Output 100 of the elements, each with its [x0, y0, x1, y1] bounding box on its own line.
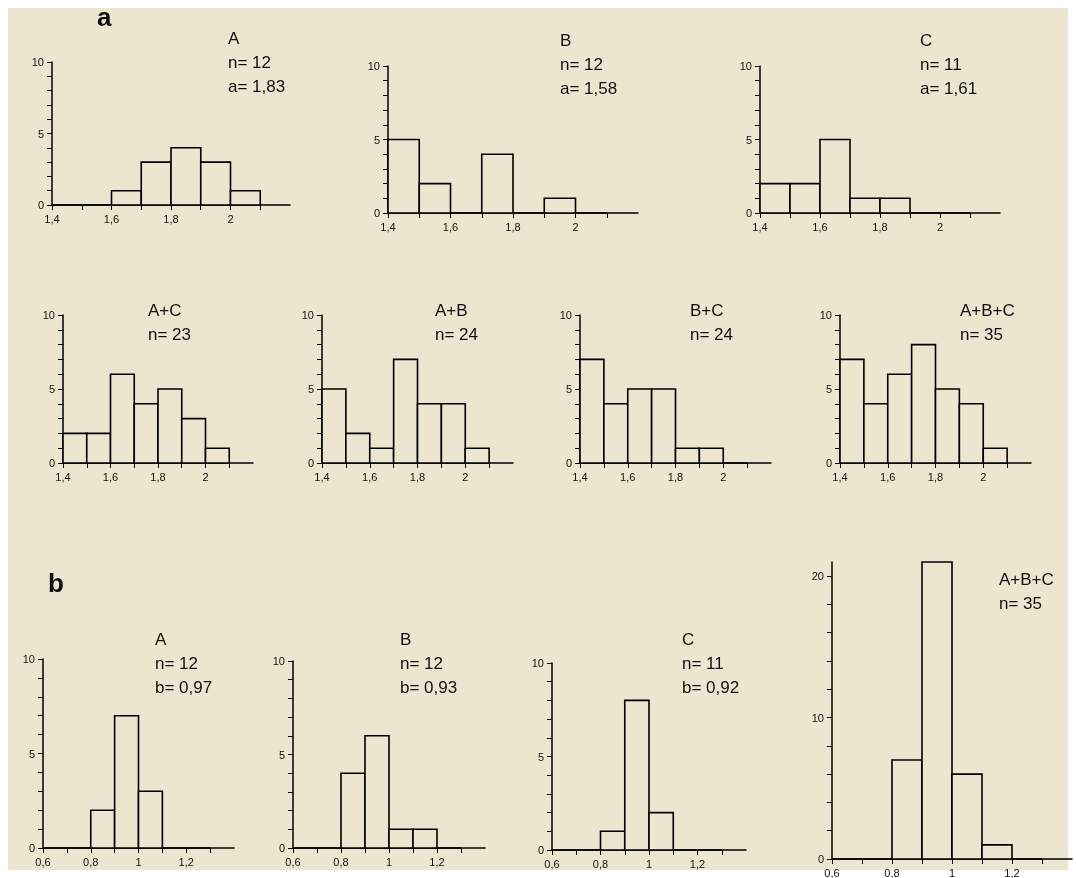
chart-title: C: [682, 630, 695, 649]
annotation: b= 0,97: [155, 678, 213, 697]
x-tick-label: 1,2: [689, 857, 706, 870]
x-tick-label: 2: [227, 212, 234, 225]
annotation: b= 0,93: [400, 678, 458, 697]
y-tick-label: 5: [565, 383, 572, 395]
annotation: n= 11: [920, 55, 962, 74]
x-tick-label: 0,8: [83, 855, 99, 868]
x-tick-label: 0,6: [824, 866, 840, 878]
x-tick-label: 0,6: [35, 855, 51, 868]
y-tick-label: 10: [739, 60, 752, 72]
text: A+B+C: [999, 570, 1054, 589]
x-tick-label: 1,8: [150, 470, 166, 483]
y-tick-label: 10: [272, 655, 285, 667]
annotation: n= 12: [228, 53, 272, 72]
x-tick-label: 1: [948, 866, 956, 878]
y-tick-label: 5: [825, 383, 832, 395]
x-tick-label: 1,8: [667, 470, 684, 483]
y-tick-label: 10: [301, 309, 314, 321]
x-tick-label: 0,8: [884, 866, 900, 878]
chart-title: A: [228, 29, 240, 48]
y-tick-label: 0: [565, 457, 572, 469]
annotation: n= 11: [682, 654, 724, 673]
x-tick-label: 1,8: [409, 470, 426, 483]
x-tick-label: 1,6: [620, 470, 636, 483]
x-tick-label: 1,6: [102, 470, 119, 483]
y-tick-label: 0: [278, 842, 285, 854]
annotation: n= 12: [400, 654, 444, 673]
x-tick-label: 0,6: [285, 855, 301, 868]
annotation: a= 1,58: [560, 79, 618, 98]
y-tick-label: 10: [22, 653, 35, 665]
x-tick-label: 1,6: [362, 470, 378, 483]
y-tick-label: 0: [37, 199, 44, 211]
y-tick-label: 10: [811, 711, 824, 724]
x-tick-label: 2: [572, 220, 579, 233]
chart-title: A+C: [148, 301, 182, 320]
y-tick-label: 0: [48, 457, 55, 469]
x-tick-label: 1,2: [178, 855, 194, 868]
annotation: a= 1,61: [920, 79, 978, 98]
x-tick-label: 1,6: [812, 220, 828, 233]
y-tick-label: 10: [42, 309, 55, 321]
x-tick-label: 1,4: [314, 470, 330, 483]
x-tick-label: 1,8: [505, 220, 521, 233]
y-tick-label: 10: [819, 309, 832, 321]
y-tick-label: 5: [537, 750, 544, 763]
y-tick-label: 5: [28, 747, 35, 760]
x-tick-label: 1,4: [380, 220, 396, 233]
y-tick-label: 0: [817, 853, 824, 865]
annotation: a= 1,83: [228, 77, 286, 96]
x-tick-label: 1: [385, 855, 393, 868]
text: a: [97, 2, 112, 32]
x-tick-label: 2: [980, 470, 987, 483]
annotation: n= 12: [560, 55, 604, 74]
x-tick-label: 1,8: [163, 212, 179, 225]
annotation: n= 23: [148, 325, 192, 344]
x-tick-label: 2: [720, 470, 727, 483]
y-tick-label: 5: [373, 133, 380, 146]
x-tick-label: 1,4: [572, 470, 588, 483]
text: b: [48, 568, 64, 598]
y-tick-label: 5: [278, 748, 285, 761]
x-tick-label: 1,2: [429, 855, 445, 868]
y-tick-label: 5: [37, 127, 44, 140]
chart-title: B: [560, 31, 572, 50]
y-tick-label: 5: [48, 383, 55, 395]
y-tick-label: 10: [31, 56, 44, 68]
y-tick-label: 0: [537, 844, 544, 856]
y-tick-label: 20: [811, 570, 824, 583]
x-tick-label: 1,6: [103, 212, 120, 225]
x-tick-label: 1: [645, 857, 653, 870]
chart-title: B+C: [690, 301, 724, 320]
chart-title: C: [920, 31, 933, 50]
x-tick-label: 2: [462, 470, 469, 483]
y-tick-label: 5: [307, 383, 314, 395]
x-tick-label: 0,8: [333, 855, 349, 868]
annotation: n= 35: [999, 594, 1043, 613]
x-tick-label: 1,6: [880, 470, 896, 483]
x-tick-label: 0,8: [592, 857, 609, 870]
y-tick-label: 0: [307, 457, 314, 469]
annotation: n= 35: [960, 325, 1004, 344]
chart-title: A+B+C: [960, 301, 1015, 320]
y-tick-label: 0: [825, 457, 832, 469]
x-tick-label: 1,4: [832, 470, 848, 483]
y-tick-label: 10: [559, 309, 572, 321]
y-tick-label: 0: [28, 842, 35, 854]
x-tick-label: 0,6: [544, 857, 560, 870]
x-tick-label: 1,4: [55, 470, 71, 483]
y-tick-label: 0: [373, 207, 380, 219]
y-tick-label: 0: [745, 207, 752, 219]
x-tick-label: 1,8: [872, 220, 888, 233]
y-tick-label: 10: [367, 60, 380, 72]
x-tick-label: 2: [202, 470, 209, 483]
y-tick-label: 5: [745, 133, 752, 146]
annotation: n= 12: [155, 654, 199, 673]
chart-title: A+B: [435, 301, 468, 320]
y-tick-label: 10: [531, 657, 544, 669]
annotation: b= 0,92: [682, 678, 740, 697]
x-tick-label: 1,4: [752, 220, 768, 233]
x-tick-label: 1,2: [1004, 866, 1020, 878]
x-tick-label: 1,4: [44, 212, 60, 225]
x-tick-label: 1: [135, 855, 142, 868]
